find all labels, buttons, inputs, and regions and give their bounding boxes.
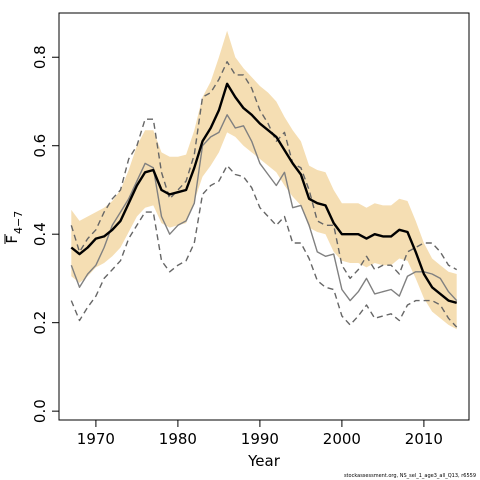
plot-frame (58, 12, 470, 421)
y-tick-label: 0.2 (31, 311, 49, 335)
confidence-band-layer (71, 30, 457, 330)
y-tick-label: 0.4 (31, 222, 49, 246)
y-tick-label: 0.0 (31, 399, 49, 423)
x-tick-label: 2000 (323, 430, 361, 448)
series-lines-layer (70, 61, 458, 328)
y-axis-title-subscript: 4−7 (12, 211, 25, 234)
previous-lower-line (70, 164, 458, 328)
previous-upper-line (70, 61, 458, 280)
y-tick-label: 0.6 (31, 134, 49, 158)
x-tick-label: 1970 (77, 430, 115, 448)
y-axis: 0.0 0.2 0.4 0.6 0.8 (31, 45, 59, 423)
x-tick-label: 1990 (241, 430, 279, 448)
x-axis: 1970 1980 1990 2000 2010 (77, 420, 443, 448)
y-axis-title: F (3, 235, 21, 244)
credit-footnote: stockassessment.org, NS_sel_1_age3_all_Q… (343, 473, 476, 479)
x-tick-label: 2010 (405, 430, 443, 448)
previous-estimate-line (70, 114, 458, 302)
confidence-band (71, 30, 457, 330)
estimate-line (70, 82, 458, 304)
y-axis-title-group: F 4−7 (3, 211, 25, 244)
x-tick-label: 1980 (159, 430, 197, 448)
x-axis-title: Year (247, 452, 281, 470)
y-tick-label: 0.8 (31, 45, 49, 69)
